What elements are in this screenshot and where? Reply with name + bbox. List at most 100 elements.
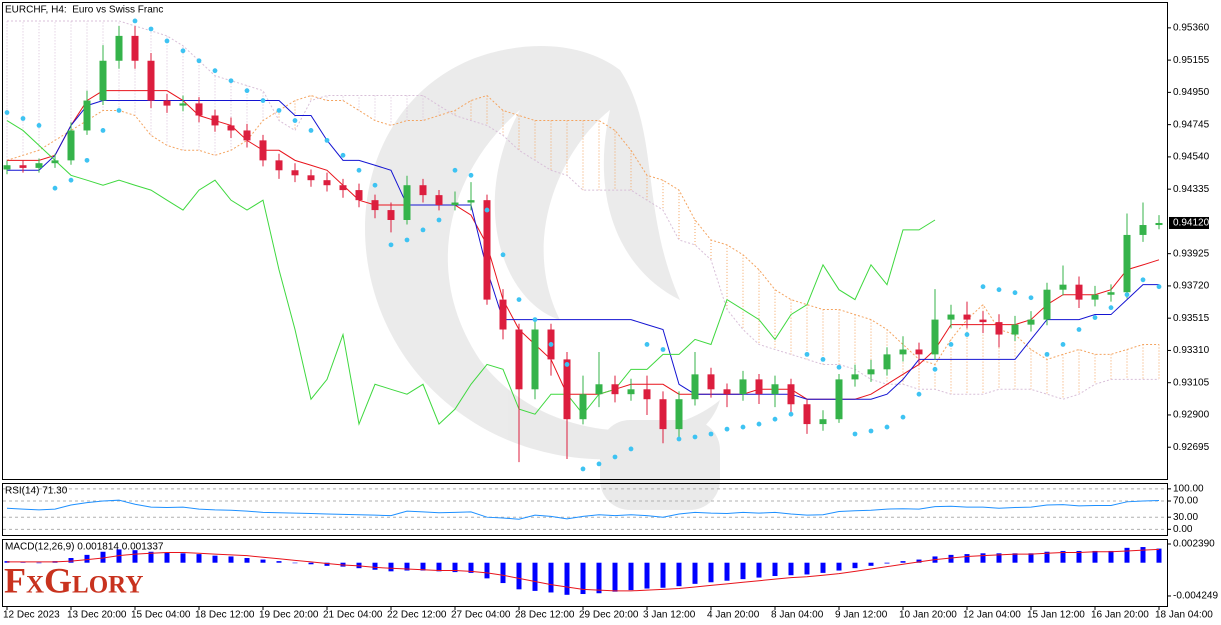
indicator-line: [6, 120, 936, 426]
sar-dot: [1060, 342, 1066, 347]
sar-dot: [228, 78, 234, 84]
sar-dot: [36, 123, 42, 128]
candle-body: [355, 190, 363, 201]
sar-dot: [740, 424, 746, 430]
candle-body: [579, 394, 587, 420]
macd-bar: [260, 559, 266, 563]
y-tick-label: 0.93105: [1173, 377, 1210, 388]
sar-dot: [516, 297, 522, 303]
current-price-label: 0.94120: [1173, 218, 1210, 229]
macd-bar: [1124, 547, 1130, 563]
x-tick-label: 10 Jan 20:00: [899, 610, 957, 621]
macd-bar: [452, 562, 458, 573]
candle-body: [51, 160, 59, 164]
candle-body: [739, 379, 747, 395]
candle-body: [1139, 225, 1147, 235]
candle-body: [691, 374, 699, 400]
macd-bar: [276, 561, 282, 563]
x-tick-label: 27 Dec 04:00: [451, 610, 511, 621]
macd-bar: [772, 562, 778, 577]
x-tick-label: 8 Jan 04:00: [771, 610, 824, 621]
sar-dot: [180, 48, 186, 54]
sar-dot: [244, 88, 250, 94]
macd-bar: [1156, 548, 1162, 563]
macd-signal-line: [7, 548, 1160, 592]
macd-bar: [1140, 547, 1146, 563]
macd-bar: [884, 562, 890, 564]
sar-dot: [1012, 290, 1018, 296]
sar-dot: [692, 434, 698, 440]
candle-body: [531, 329, 539, 390]
candle-body: [131, 35, 139, 61]
macd-bar: [436, 562, 442, 572]
macd-bar: [980, 553, 986, 563]
candle-body: [163, 100, 171, 106]
y-tick-label: 0.002390: [1173, 539, 1215, 550]
sar-dot: [1076, 327, 1082, 332]
macd-bar: [644, 562, 650, 589]
sar-dot: [420, 227, 426, 233]
macd-bar: [388, 562, 394, 572]
candle-body: [1155, 222, 1163, 226]
macd-bar: [468, 562, 474, 573]
sar-dot: [964, 332, 970, 337]
candle-body: [515, 329, 523, 390]
candle-body: [755, 379, 763, 395]
sar-dot: [1124, 292, 1130, 298]
macd-bar: [516, 562, 522, 590]
sar-dot: [20, 116, 26, 121]
watermark-shape: [365, 46, 720, 460]
logo: FxGlory: [4, 560, 143, 600]
candle-body: [147, 60, 155, 101]
macd-title: MACD(12,26,9) 0.001814 0.001337: [5, 542, 164, 553]
macd-bar: [228, 556, 234, 563]
candle-body: [867, 369, 875, 375]
x-tick-label: 28 Dec 12:00: [515, 610, 575, 621]
candle-body: [179, 103, 187, 106]
candle-body: [403, 185, 411, 220]
y-tick-label: 100.00: [1173, 483, 1204, 494]
macd-bar: [420, 562, 426, 571]
macd-bar: [212, 555, 218, 563]
x-tick-label: 18 Dec 12:00: [195, 610, 255, 621]
macd-bar: [900, 561, 906, 563]
watermark: [365, 46, 720, 510]
macd-panel-frame: [2, 539, 1168, 607]
macd-bar: [324, 562, 330, 566]
macd-bar: [84, 554, 90, 563]
candle-body: [243, 130, 251, 141]
macd-bar: [740, 562, 746, 580]
sar-dot: [436, 217, 442, 223]
candle-body: [563, 359, 571, 420]
sar-dot: [468, 172, 474, 178]
watermark-shape: [600, 420, 720, 510]
rsi-title: RSI(14) 71.30: [5, 486, 68, 497]
candle-body: [835, 379, 843, 420]
sar-dot: [68, 177, 74, 183]
macd-bar: [148, 551, 154, 563]
candle-body: [3, 165, 11, 170]
candle-body: [627, 389, 635, 395]
sar-dot: [292, 118, 298, 123]
candle-body: [723, 389, 731, 395]
sar-dot: [164, 38, 170, 44]
candle-body: [19, 165, 27, 168]
sar-dot: [868, 428, 874, 434]
macd-bar: [788, 562, 794, 576]
macd-bar: [484, 562, 490, 579]
sar-dot: [148, 26, 154, 32]
candle-body: [947, 314, 955, 320]
y-tick-label: 0.95360: [1173, 23, 1210, 34]
candle-body: [419, 185, 427, 196]
x-tick-label: 29 Dec 20:00: [579, 610, 639, 621]
candle-body: [803, 404, 811, 425]
candle-body: [371, 200, 379, 211]
macd-bar: [1076, 550, 1082, 563]
candle-body: [819, 419, 827, 425]
sar-dot: [548, 342, 554, 347]
macd-bar: [292, 562, 298, 564]
sar-dot: [4, 110, 10, 115]
macd-bar: [628, 562, 634, 591]
y-tick-label: 0.92695: [1173, 442, 1210, 453]
